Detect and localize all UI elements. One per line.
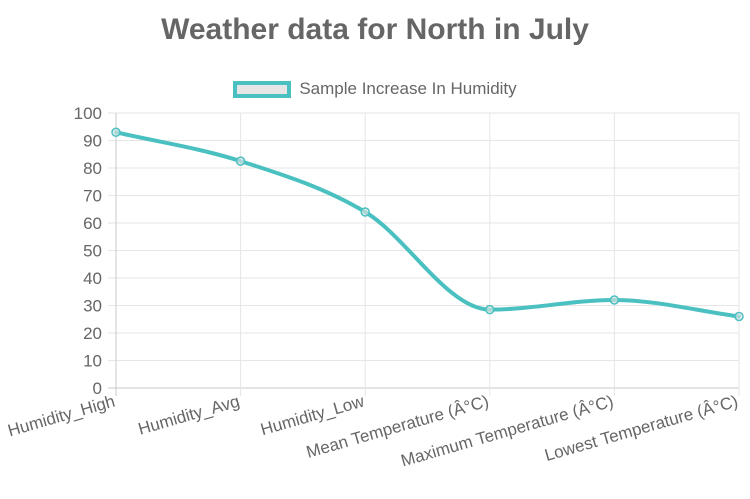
y-tick-label: 30 — [83, 297, 102, 316]
data-point — [235, 156, 246, 166]
y-tick-label: 80 — [83, 159, 102, 178]
x-tick-label: Humidity_Avg — [136, 392, 242, 439]
data-point — [734, 311, 744, 322]
legend-swatch — [233, 80, 292, 98]
data-point — [360, 207, 370, 217]
y-tick-label: 50 — [83, 242, 102, 261]
y-tick-label: 0 — [93, 379, 102, 398]
legend[interactable]: Sample Increase In Humidity — [0, 76, 750, 102]
data-point — [485, 304, 495, 315]
series-line — [114, 130, 741, 319]
chart-title: Weather data for North in July — [161, 13, 589, 46]
data-point — [609, 295, 620, 305]
y-tick-label: 100 — [74, 104, 102, 123]
y-tick-label: 20 — [83, 324, 102, 343]
y-tick-label: 60 — [83, 214, 102, 233]
y-tick-label: 40 — [83, 269, 102, 288]
y-tick-label: 70 — [83, 187, 102, 206]
x-tick-label: Maximum Temperature (Â°C) — [399, 392, 616, 471]
legend-label: Sample Increase In Humidity — [299, 79, 517, 98]
y-tick-label: 90 — [83, 132, 102, 151]
y-tick-label: 10 — [83, 352, 102, 371]
data-point — [111, 127, 121, 137]
x-tick-label: Humidity_High — [6, 392, 118, 441]
